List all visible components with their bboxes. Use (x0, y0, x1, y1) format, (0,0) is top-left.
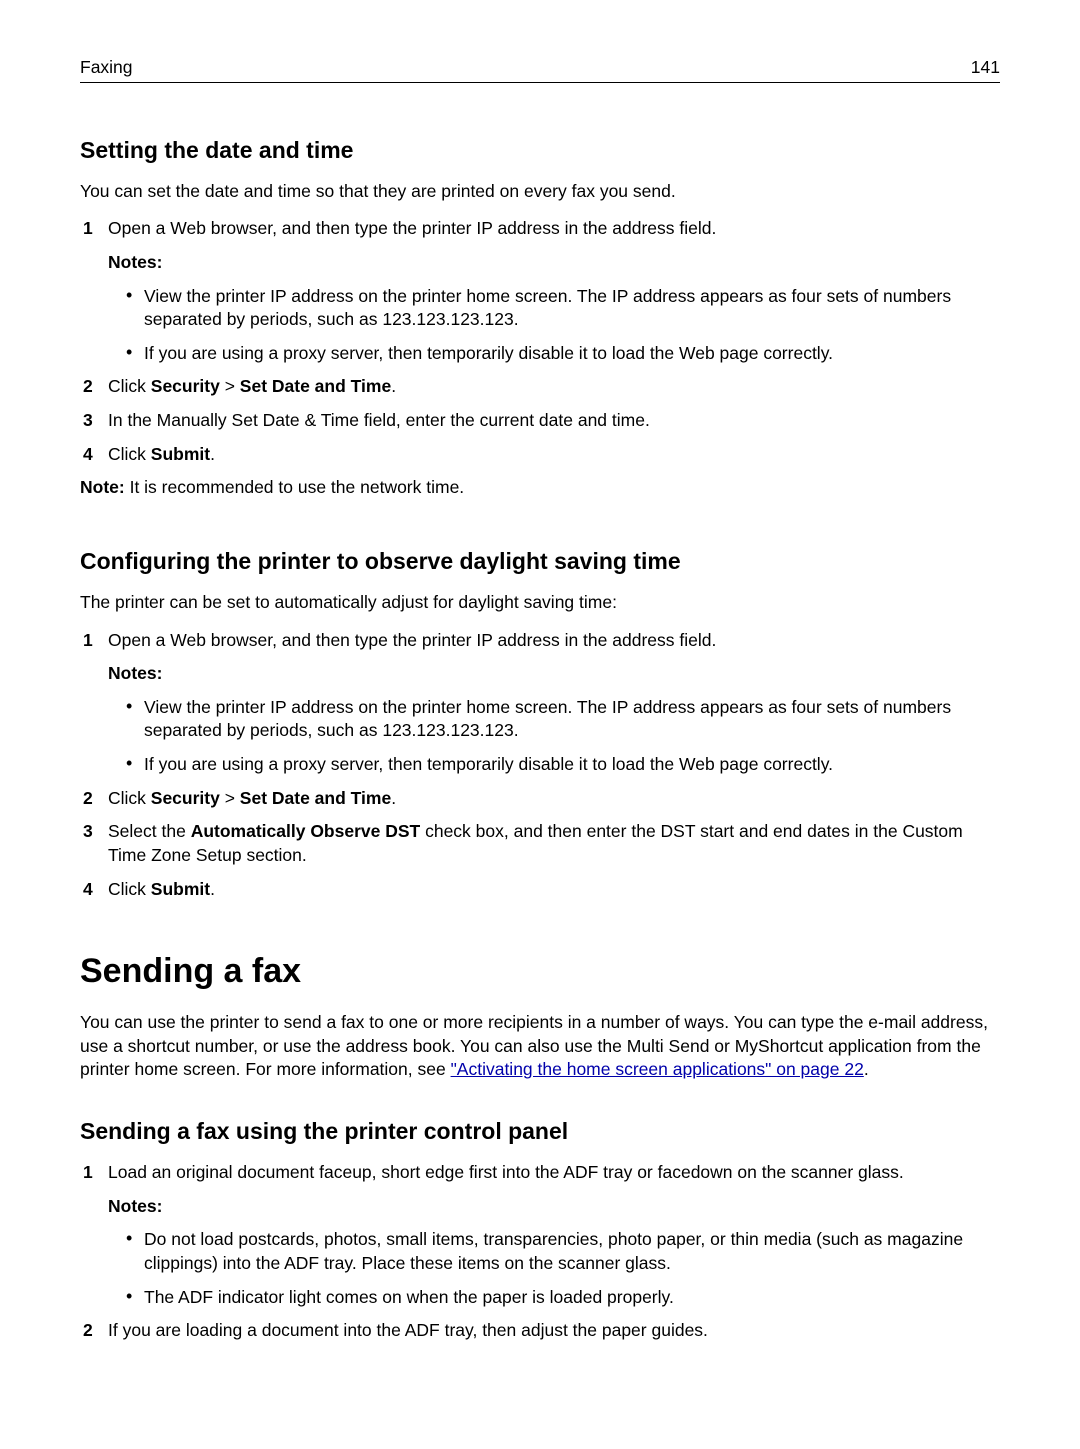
step-item: 1 Load an original document faceup, shor… (80, 1161, 1000, 1309)
step-item: 1 Open a Web browser, and then type the … (80, 629, 1000, 777)
step-item: 3 In the Manually Set Date & Time field,… (80, 409, 1000, 433)
note-item: If you are using a proxy server, then te… (126, 753, 1000, 777)
notes-block: Notes: View the printer IP address on th… (108, 662, 1000, 777)
header-page-number: 141 (971, 56, 1000, 80)
notes-bullets: View the printer IP address on the print… (108, 285, 1000, 366)
step-item: 2 Click Security > Set Date and Time. (80, 787, 1000, 811)
note-item: If you are using a proxy server, then te… (126, 342, 1000, 366)
step-text: Load an original document faceup, short … (108, 1162, 904, 1182)
section-setting-date-time: Setting the date and time You can set th… (80, 135, 1000, 500)
notes-bullets: View the printer IP address on the print… (108, 696, 1000, 777)
notes-block: Notes: Do not load postcards, photos, sm… (108, 1195, 1000, 1310)
step-text: Click Submit. (108, 879, 215, 899)
section-title: Configuring the printer to observe dayli… (80, 546, 1000, 577)
note-item: View the printer IP address on the print… (126, 696, 1000, 743)
step-item: 1 Open a Web browser, and then type the … (80, 217, 1000, 365)
step-item: 3 Select the Automatically Observe DST c… (80, 820, 1000, 867)
step-number: 1 (83, 629, 93, 653)
section-intro: You can set the date and time so that th… (80, 180, 1000, 204)
notes-label: Notes: (108, 251, 1000, 275)
step-text: Open a Web browser, and then type the pr… (108, 218, 716, 238)
page-header: Faxing 141 (80, 56, 1000, 83)
section-title: Sending a fax using the printer control … (80, 1116, 1000, 1147)
notes-label: Notes: (108, 1195, 1000, 1219)
step-number: 1 (83, 1161, 93, 1185)
notes-label: Notes: (108, 662, 1000, 686)
sending-fax-intro: You can use the printer to send a fax to… (80, 1011, 1000, 1082)
header-section-label: Faxing (80, 56, 133, 80)
steps-list: 1 Load an original document faceup, shor… (80, 1161, 1000, 1343)
step-item: 4 Click Submit. (80, 878, 1000, 902)
note-item: View the printer IP address on the print… (126, 285, 1000, 332)
step-text: Click Security > Set Date and Time. (108, 788, 396, 808)
step-number: 2 (83, 1319, 93, 1343)
steps-list: 1 Open a Web browser, and then type the … (80, 629, 1000, 902)
step-text: Click Security > Set Date and Time. (108, 376, 396, 396)
step-number: 1 (83, 217, 93, 241)
step-item: 2 If you are loading a document into the… (80, 1319, 1000, 1343)
step-number: 4 (83, 878, 93, 902)
step-number: 2 (83, 787, 93, 811)
section-footnote: Note: It is recommended to use the netwo… (80, 476, 1000, 500)
main-title-sending-fax: Sending a fax (80, 949, 1000, 995)
notes-bullets: Do not load postcards, photos, small ite… (108, 1228, 1000, 1309)
steps-list: 1 Open a Web browser, and then type the … (80, 217, 1000, 466)
step-item: 2 Click Security > Set Date and Time. (80, 375, 1000, 399)
section-dst: Configuring the printer to observe dayli… (80, 546, 1000, 901)
step-number: 2 (83, 375, 93, 399)
step-number: 3 (83, 820, 93, 844)
step-item: 4 Click Submit. (80, 443, 1000, 467)
section-intro: The printer can be set to automatically … (80, 591, 1000, 615)
notes-block: Notes: View the printer IP address on th… (108, 251, 1000, 366)
section-title: Setting the date and time (80, 135, 1000, 166)
step-text: In the Manually Set Date & Time field, e… (108, 410, 650, 430)
step-number: 4 (83, 443, 93, 467)
note-item: The ADF indicator light comes on when th… (126, 1286, 1000, 1310)
step-text: Click Submit. (108, 444, 215, 464)
step-text: Open a Web browser, and then type the pr… (108, 630, 716, 650)
section-sending-fax-control-panel: Sending a fax using the printer control … (80, 1116, 1000, 1343)
step-number: 3 (83, 409, 93, 433)
note-item: Do not load postcards, photos, small ite… (126, 1228, 1000, 1275)
step-text: If you are loading a document into the A… (108, 1320, 708, 1340)
link-activating-home-screen[interactable]: "Activating the home screen applications… (451, 1059, 864, 1079)
step-text: Select the Automatically Observe DST che… (108, 821, 963, 865)
